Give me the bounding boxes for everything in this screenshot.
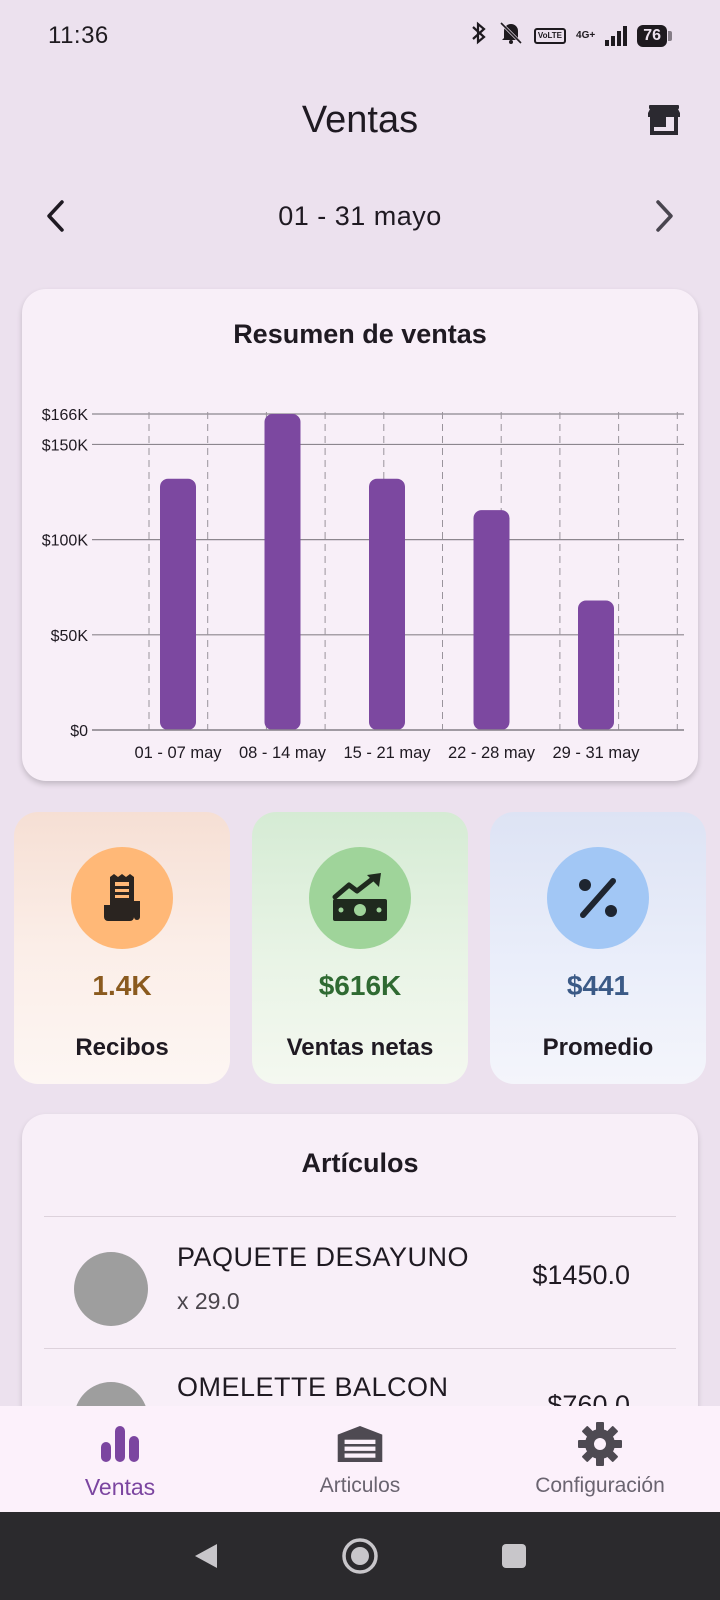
volte-label: VoLTE [537,31,563,40]
article-name: PAQUETE DESAYUNO [177,1242,470,1272]
chart-title: Resumen de ventas [233,319,487,349]
bar-chart-icon [96,1420,144,1468]
y-tick-label: $0 [70,723,88,740]
recents-icon[interactable] [499,1541,529,1571]
bar [578,600,614,730]
net-sales-card[interactable]: $616K Ventas netas [252,812,468,1084]
store-icon [648,105,680,135]
bar [264,414,301,730]
bluetooth-icon [470,21,488,51]
x-tick-label: 08 - 14 may [239,744,327,762]
page-title: Ventas [301,98,419,141]
divider [44,1216,676,1217]
receipts-label: Recibos [75,1034,169,1061]
receipt-icon [104,874,140,921]
network-type: 4G+ [576,30,596,41]
net-sales-icon-circle [309,847,411,949]
system-navigation-bar [0,1512,720,1600]
x-tick-label: 01 - 07 may [134,744,222,762]
average-icon-circle [547,847,649,949]
y-tick-label: $150K [42,437,89,454]
nav-item-articulos[interactable]: Articulos [240,1406,480,1512]
average-card[interactable]: $441 Promedio [490,812,706,1084]
nav-item-ventas[interactable]: Ventas [0,1406,240,1512]
article-name: OMELETTE BALCON [177,1372,449,1402]
bar [473,510,510,730]
receipts-card[interactable]: 1.4K Recibos [14,812,230,1084]
battery-tip [668,31,672,41]
nav-label: Configuración [535,1474,665,1497]
previous-period-button[interactable] [32,192,80,240]
app-bar: Ventas [0,72,720,168]
gear-icon [576,1420,624,1468]
divider [44,1348,676,1349]
nav-label: Ventas [84,1474,156,1500]
y-tick-label: $100K [42,533,89,550]
signal-group: 4G+ [576,31,595,41]
chevron-right-icon [656,200,673,232]
store-button[interactable] [644,100,684,140]
battery-indicator: 76 [637,25,672,47]
average-value: $441 [566,970,630,1001]
list-item[interactable]: PAQUETE DESAYUNO x 29.0 $1450.0 [22,1222,698,1352]
date-range-nav: 01 - 31 mayo [0,176,720,256]
date-range-label: 01 - 31 mayo [278,200,442,231]
status-icons: VoLTE 4G+ 76 [470,21,672,51]
average-label: Promedio [542,1034,654,1061]
x-tick-label: 22 - 28 may [448,744,536,762]
bottom-navigation: Ventas Articulos [0,1406,720,1512]
sales-summary-card: Resumen de ventas $0 $50K $100K $150K $166K 0… [22,289,698,781]
article-avatar [74,1252,148,1326]
mute-bell-icon [498,21,524,51]
net-sales-value: $616K [318,970,402,1001]
inventory-icon [336,1420,384,1468]
next-period-button[interactable] [640,192,688,240]
percent-icon [579,878,617,918]
back-icon[interactable] [191,1541,221,1571]
bar [160,478,196,730]
status-bar: 11:36 VoLTE 4G+ 76 [0,0,720,72]
article-quantity: x 29.0 [177,1288,240,1314]
x-tick-label: 15 - 21 may [343,744,431,762]
status-time: 11:36 [48,22,109,49]
articles-title: Artículos [301,1148,419,1178]
receipts-icon-circle [71,847,173,949]
y-tick-label: $166K [42,407,89,424]
chevron-left-icon [47,200,64,232]
home-icon[interactable] [341,1537,379,1575]
article-price: $1450.0 [532,1260,630,1290]
nav-item-configuracion[interactable]: Configuración [480,1406,720,1512]
nav-label: Articulos [319,1474,401,1497]
y-tick-label: $50K [51,628,89,645]
receipts-value: 1.4K [92,970,152,1001]
money-trend-icon [332,873,387,921]
bar [369,478,405,730]
volte-badge: VoLTE [533,28,567,44]
battery-level: 76 [637,25,667,47]
x-tick-label: 29 - 31 may [552,744,640,762]
signal-icon [605,26,628,46]
net-sales-label: Ventas netas [286,1034,434,1061]
sales-bar-chart: $0 $50K $100K $150K $166K 01 - 07 may 08 - 14 … [42,407,684,762]
